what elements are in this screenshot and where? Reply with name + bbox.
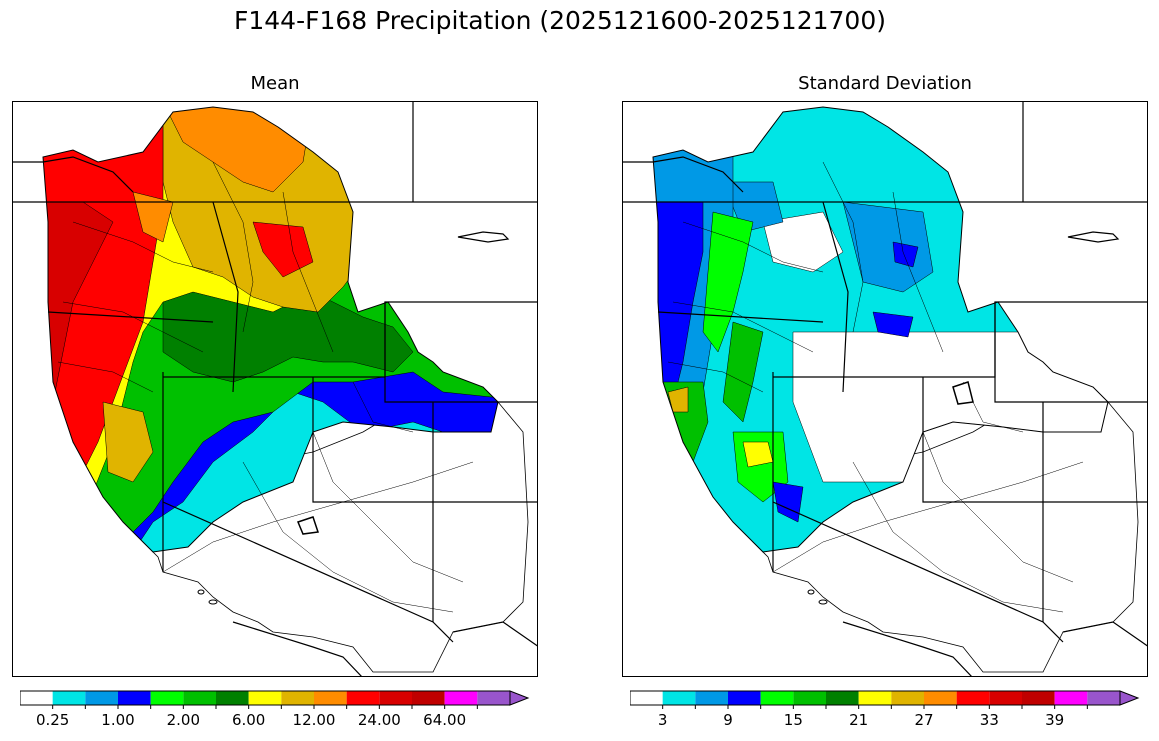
- mean-colorbar-swatch: [216, 691, 249, 705]
- stddev-panel-title: Standard Deviation: [798, 73, 972, 94]
- stddev-colorbar-swatch: [924, 691, 957, 705]
- mean-colorbar-extend-arrow: [509, 690, 530, 706]
- mean-colorbar-swatch: [379, 691, 412, 705]
- stddev-colorbar-swatch: [1054, 691, 1088, 705]
- stddev-colorbar-swatch: [728, 691, 761, 705]
- mean-colorbar: [20, 690, 530, 709]
- mean-colorbar-swatch: [412, 691, 445, 705]
- mean-colorbar-tick-label: 0.25: [35, 711, 70, 729]
- stddev-colorbar: [630, 690, 1140, 709]
- stddev-colorbar-tick-label: 27: [914, 711, 934, 729]
- stddev-colorbar-swatch: [858, 691, 892, 705]
- mean-colorbar-tick-label: 1.00: [101, 711, 135, 729]
- stddev-colorbar-swatch: [695, 691, 728, 705]
- stddev-colorbar-tick-label: 39: [1045, 711, 1065, 729]
- stddev-colorbar-swatch: [760, 691, 794, 705]
- stddev-colorbar-tick-label: 15: [783, 711, 803, 729]
- stddev-colorbar-swatch: [662, 691, 696, 705]
- mean-panel-title: Mean: [250, 73, 300, 94]
- mean-colorbar-swatch: [52, 691, 86, 705]
- figure-title: F144-F168 Precipitation (2025121600-2025…: [233, 6, 886, 35]
- mean-colorbar-swatch: [281, 691, 314, 705]
- mean-colorbar-swatch: [118, 691, 151, 705]
- mean-colorbar-swatch: [314, 691, 347, 705]
- mean-colorbar-tick-label: 24.00: [357, 711, 401, 729]
- stddev-colorbar-tick-label: 9: [723, 711, 733, 729]
- mean-colorbar-tick-label: 64.00: [423, 711, 467, 729]
- mean-map: [12, 101, 538, 677]
- mean-colorbar-swatch: [183, 691, 216, 705]
- stddev-colorbar-tick-label: 21: [849, 711, 869, 729]
- stddev-colorbar-swatch: [891, 691, 924, 705]
- mean-colorbar-swatch: [477, 691, 510, 705]
- stddev-colorbar-swatch: [630, 691, 663, 705]
- stddev-colorbar-swatch: [793, 691, 826, 705]
- stddev-colorbar-tick-label: 33: [979, 711, 999, 729]
- mean-colorbar-tick-label: 2.00: [166, 711, 201, 729]
- mean-colorbar-tick-label: 6.00: [231, 711, 266, 729]
- mean-colorbar-swatch: [20, 691, 53, 705]
- stddev-colorbar-extend-arrow: [1119, 690, 1140, 706]
- stddev-colorbar-swatch: [1022, 691, 1055, 705]
- stddev-colorbar-swatch: [956, 691, 990, 705]
- mean-colorbar-swatch: [85, 691, 118, 705]
- mean-colorbar-swatch: [346, 691, 380, 705]
- stddev-colorbar-swatch: [1087, 691, 1120, 705]
- stddev-map: [622, 101, 1148, 677]
- stddev-colorbar-tick-label: 3: [657, 711, 668, 729]
- mean-colorbar-swatch: [248, 691, 282, 705]
- stddev-colorbar-swatch: [989, 691, 1022, 705]
- mean-colorbar-tick-label: 12.00: [292, 711, 336, 729]
- mean-colorbar-swatch: [150, 691, 184, 705]
- stddev-colorbar-swatch: [826, 691, 859, 705]
- mean-colorbar-swatch: [444, 691, 478, 705]
